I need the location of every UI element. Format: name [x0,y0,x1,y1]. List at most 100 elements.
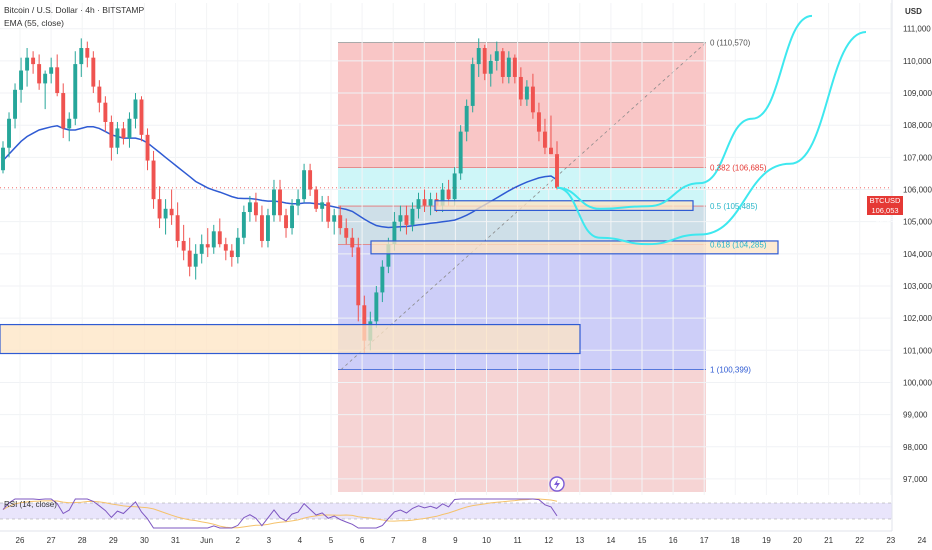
candle-body [265,215,270,241]
x-tick-label: 6 [360,536,365,545]
replay-icon[interactable] [549,476,565,492]
candle [157,186,162,229]
x-tick-label: 13 [575,536,584,545]
candle-body [476,48,481,65]
x-tick-label: 22 [855,536,864,545]
y-tick-label: 103,000 [903,282,932,291]
candle-body [187,250,192,267]
y-tick-label: 106,000 [903,186,932,195]
candle [205,228,210,258]
candle-body [19,70,24,90]
ema-indicator-label[interactable]: EMA (55, close) [4,18,64,28]
candle-body [536,112,541,132]
symbol-title[interactable]: Bitcoin / U.S. Dollar · 4h · BITSTAMP [4,5,145,15]
candle-body [61,93,66,129]
candle [223,237,228,261]
candle [326,195,331,229]
candle [458,125,463,180]
y-axis: USD 97,000 98,000 99,000 100,000 101,000 102,0… [891,0,932,550]
fib-label-1: 1 (100,399) [710,366,751,375]
candle [175,202,180,248]
candle [530,73,535,119]
candle [518,67,523,106]
candle-body [205,244,210,248]
zone-boxes[interactable] [0,200,779,355]
candle [542,118,547,155]
candle-body [211,231,216,248]
candle [109,115,114,161]
x-tick-label: 14 [606,536,615,545]
candle-body [67,118,72,129]
demand-box-lower [0,323,581,355]
candle-body [223,244,228,251]
candle [452,167,457,206]
candle [31,51,36,74]
candle-body [127,118,132,139]
candle [145,128,150,171]
candle [85,41,90,68]
candle [320,195,325,222]
fib-label-0618: 0.618 (104,285) [710,241,767,250]
candle [476,38,481,77]
candle [253,192,258,222]
candle [380,260,385,303]
candle-body [428,199,433,206]
x-tick-label: 12 [544,536,553,545]
y-tick-label: 99,000 [903,411,928,420]
candle [241,205,246,245]
candle-body [555,154,559,188]
candle-body [241,212,246,238]
candle [193,244,198,280]
x-tick-label: 17 [700,536,709,545]
y-tick-label: 105,000 [903,218,932,227]
candle-body [235,237,240,258]
candle [151,150,156,209]
x-tick-label: 9 [453,536,458,545]
candle-body [464,105,469,132]
candle-body [549,147,553,155]
candle [163,199,168,235]
candle [284,208,288,238]
projections[interactable] [556,14,867,246]
y-tick-label: 110,000 [903,57,932,66]
candle-body [470,64,475,106]
candle [272,179,276,222]
rsi-band [0,503,892,519]
candle [428,192,433,216]
candle-body [386,244,391,267]
candle [229,244,234,267]
candle [25,48,30,87]
candle [103,96,108,132]
x-tick-label: 19 [762,536,771,545]
candle-body [49,67,54,74]
fib-labels: 0 (110,570) 0.382 (106,685) 0.5 (105,485) 0… [710,39,767,375]
candle-body [91,57,96,87]
candle-body [362,305,367,341]
y-axis-background [892,0,932,550]
candle-body [181,240,186,251]
candle-body [139,99,144,135]
candle-body [13,89,18,119]
fib-zone-05-0618 [338,206,706,245]
candle [79,38,84,77]
price-tag-value: 106,053 [871,205,899,215]
x-tick-label: 31 [171,536,180,545]
chart-legend: Bitcoin / U.S. Dollar · 4h · BITSTAMP EM… [4,4,144,30]
candle-body [440,189,445,206]
x-tick-label: 4 [298,536,303,545]
x-tick-label: 10 [482,536,491,545]
candle-body [43,73,48,84]
candle-body [344,228,349,238]
candle [416,192,421,219]
candle [555,141,559,190]
y-tick-label: 108,000 [903,121,932,130]
candle [506,51,511,84]
candle-body [416,199,421,209]
candle [259,205,264,248]
candle-body [302,170,307,200]
candle [169,189,174,225]
y-tick-label: 104,000 [903,250,932,259]
candle-body [482,48,487,74]
x-tick-label: 11 [513,536,522,545]
